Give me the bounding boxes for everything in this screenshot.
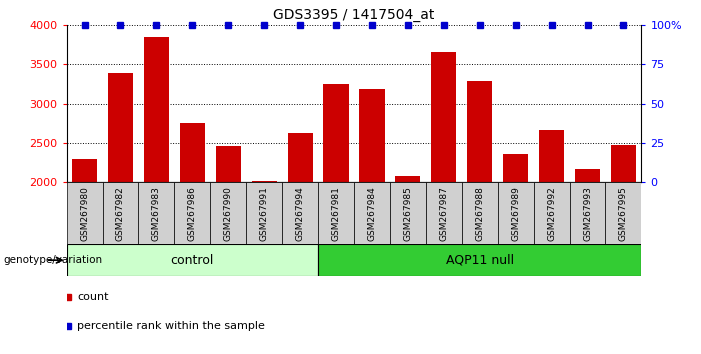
Bar bbox=[354, 182, 390, 244]
Bar bbox=[283, 182, 318, 244]
Bar bbox=[539, 130, 564, 182]
Text: GSM267990: GSM267990 bbox=[224, 186, 233, 241]
Text: control: control bbox=[170, 254, 214, 267]
Text: GSM267986: GSM267986 bbox=[188, 186, 197, 241]
Bar bbox=[138, 182, 175, 244]
Bar bbox=[533, 182, 569, 244]
Bar bbox=[246, 182, 282, 244]
Title: GDS3395 / 1417504_at: GDS3395 / 1417504_at bbox=[273, 8, 435, 22]
Text: GSM267985: GSM267985 bbox=[403, 186, 412, 241]
Bar bbox=[67, 244, 318, 276]
Bar bbox=[144, 38, 169, 182]
Bar bbox=[323, 84, 348, 182]
Bar bbox=[252, 181, 277, 182]
Bar bbox=[431, 52, 456, 182]
Text: genotype/variation: genotype/variation bbox=[4, 255, 102, 265]
Bar bbox=[318, 182, 354, 244]
Bar bbox=[390, 182, 426, 244]
Text: GSM267980: GSM267980 bbox=[80, 186, 89, 241]
Text: GSM267995: GSM267995 bbox=[619, 186, 628, 241]
Bar bbox=[318, 244, 641, 276]
Text: GSM267993: GSM267993 bbox=[583, 186, 592, 241]
Bar bbox=[467, 81, 492, 182]
Bar bbox=[287, 133, 313, 182]
Bar bbox=[102, 182, 139, 244]
Text: GSM267982: GSM267982 bbox=[116, 186, 125, 241]
Text: GSM267983: GSM267983 bbox=[152, 186, 161, 241]
Text: GSM267989: GSM267989 bbox=[511, 186, 520, 241]
Text: AQP11 null: AQP11 null bbox=[446, 254, 514, 267]
Bar bbox=[606, 182, 641, 244]
Bar bbox=[216, 146, 241, 182]
Text: GSM267988: GSM267988 bbox=[475, 186, 484, 241]
Bar bbox=[611, 144, 636, 182]
Bar bbox=[569, 182, 606, 244]
Bar bbox=[67, 182, 102, 244]
Text: count: count bbox=[77, 292, 109, 302]
Bar bbox=[395, 176, 421, 182]
Text: GSM267984: GSM267984 bbox=[367, 186, 376, 241]
Bar bbox=[575, 169, 600, 182]
Text: GSM267987: GSM267987 bbox=[440, 186, 449, 241]
Bar bbox=[108, 73, 133, 182]
Bar bbox=[360, 89, 385, 182]
Bar bbox=[462, 182, 498, 244]
Bar bbox=[179, 123, 205, 182]
Text: GSM267994: GSM267994 bbox=[296, 186, 305, 241]
Text: GSM267981: GSM267981 bbox=[332, 186, 341, 241]
Bar bbox=[503, 154, 529, 182]
Text: GSM267991: GSM267991 bbox=[259, 186, 268, 241]
Bar bbox=[175, 182, 210, 244]
Text: GSM267992: GSM267992 bbox=[547, 186, 556, 241]
Bar bbox=[426, 182, 462, 244]
Text: percentile rank within the sample: percentile rank within the sample bbox=[77, 321, 265, 331]
Bar bbox=[72, 159, 97, 182]
Bar bbox=[498, 182, 533, 244]
Bar bbox=[210, 182, 246, 244]
